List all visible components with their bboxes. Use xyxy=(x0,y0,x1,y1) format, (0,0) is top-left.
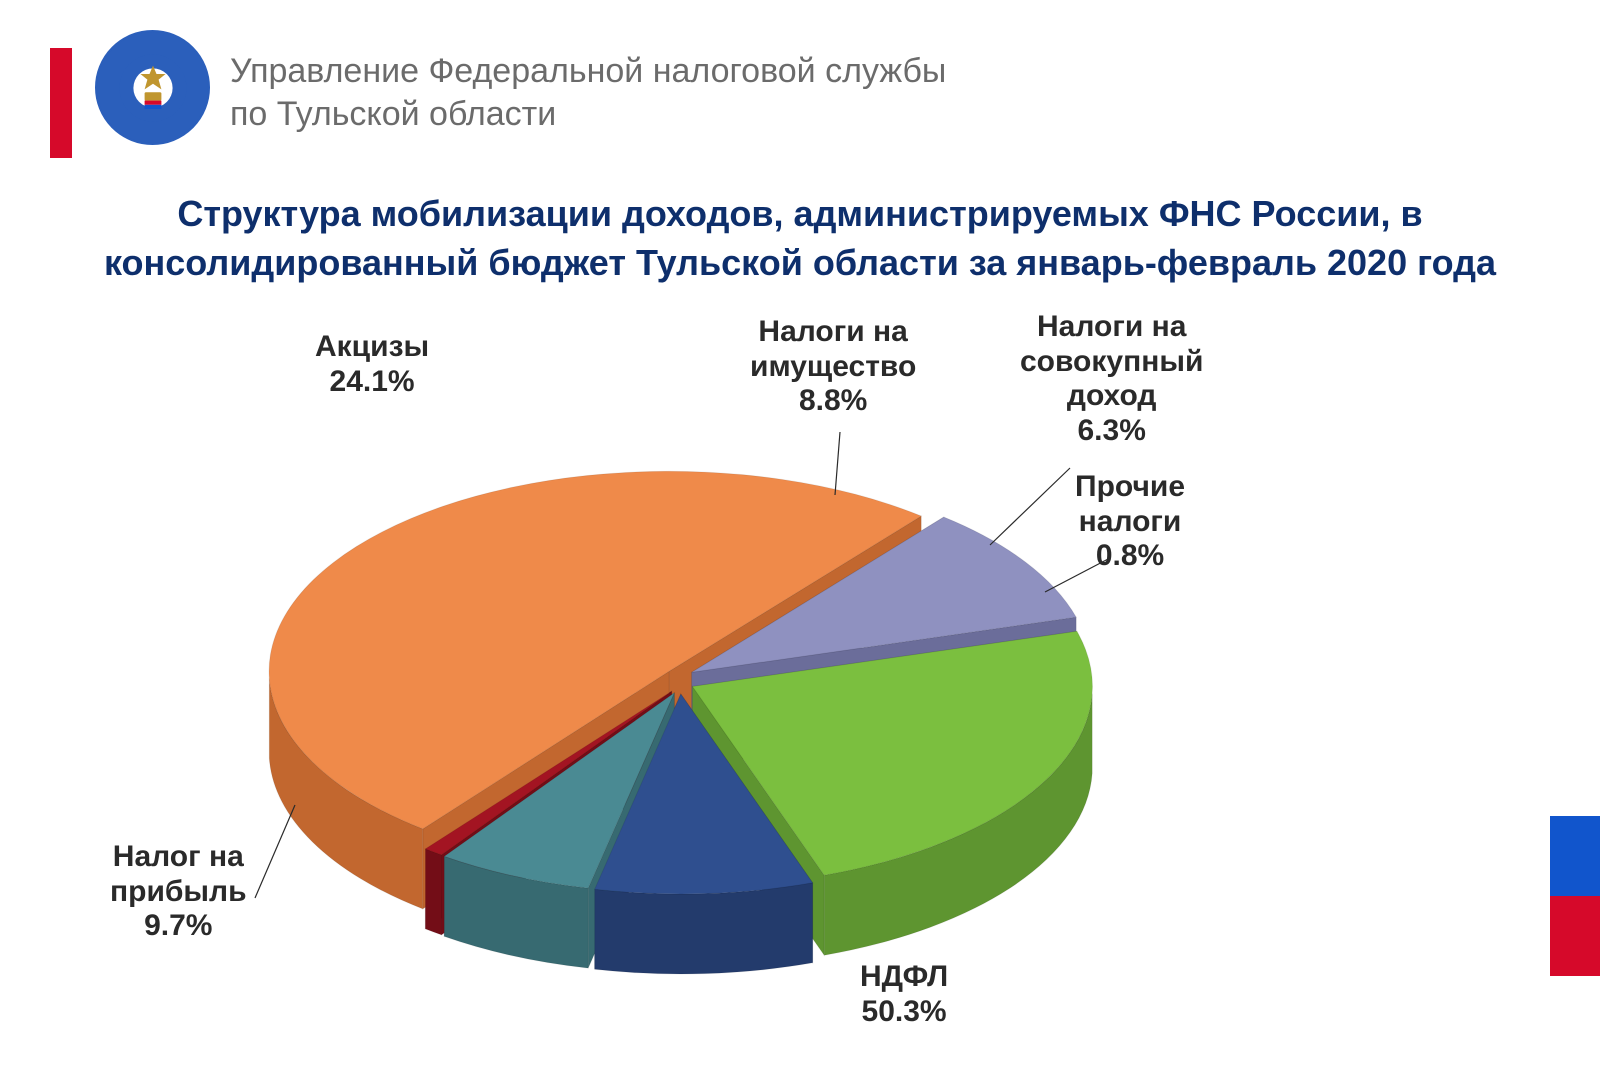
flag-stripe xyxy=(1550,896,1600,976)
org-header-line1: Управление Федеральной налоговой службы xyxy=(230,50,946,93)
flag-stripe xyxy=(1550,736,1600,816)
org-header: Управление Федеральной налоговой службы … xyxy=(230,50,946,135)
flag-stripes-icon xyxy=(1550,736,1600,976)
accent-bar-left xyxy=(50,48,72,158)
slice-label: Налоги насовокупныйдоход6.3% xyxy=(1020,310,1203,448)
slice-label: Налоги наимущество8.8% xyxy=(750,315,916,419)
pie-chart: НДФЛ50.3%Налог наприбыль9.7%Акцизы24.1%Н… xyxy=(140,360,1360,1000)
chart-title: Структура мобилизации доходов, администр… xyxy=(80,190,1520,287)
slice-label: Прочиеналоги0.8% xyxy=(1075,470,1185,574)
slice-label: Налог наприбыль9.7% xyxy=(110,840,247,944)
flag-stripe xyxy=(1550,816,1600,896)
slice-label: НДФЛ50.3% xyxy=(860,960,948,1029)
slice-label: Акцизы24.1% xyxy=(315,330,429,399)
org-header-line2: по Тульской области xyxy=(230,93,946,136)
leader-lines xyxy=(140,360,1360,1060)
fns-emblem-icon xyxy=(95,30,210,145)
